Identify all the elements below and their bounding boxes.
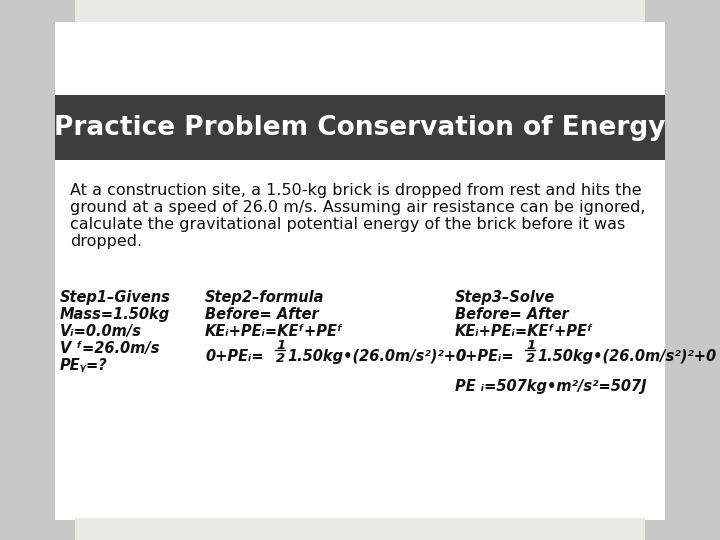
Text: V ᶠ=26.0m/s: V ᶠ=26.0m/s: [60, 341, 160, 356]
Text: calculate the gravitational potential energy of the brick before it was: calculate the gravitational potential en…: [70, 217, 625, 232]
Text: PEᵧ=?: PEᵧ=?: [60, 358, 108, 373]
Text: Step2–formula: Step2–formula: [205, 290, 325, 305]
Text: 2: 2: [526, 352, 535, 365]
Text: PE ᵢ=507kg•m²/s²=507J: PE ᵢ=507kg•m²/s²=507J: [455, 379, 647, 394]
Text: Before= After: Before= After: [205, 307, 319, 322]
Text: ground at a speed of 26.0 m/s. Assuming air resistance can be ignored,: ground at a speed of 26.0 m/s. Assuming …: [70, 200, 646, 215]
Text: 0+PEᵢ=: 0+PEᵢ=: [455, 349, 513, 364]
Text: At a construction site, a 1.50-kg brick is dropped from rest and hits the: At a construction site, a 1.50-kg brick …: [70, 183, 642, 198]
Text: Before= After: Before= After: [455, 307, 569, 322]
Text: 2: 2: [276, 352, 285, 365]
Text: 1: 1: [276, 339, 285, 352]
Text: Practice Problem Conservation of Energy: Practice Problem Conservation of Energy: [54, 115, 666, 141]
Bar: [75, 518, 645, 540]
Text: 0+PEᵢ=: 0+PEᵢ=: [205, 349, 264, 364]
Text: Step1–Givens: Step1–Givens: [60, 290, 171, 305]
Text: Mass=1.50kg: Mass=1.50kg: [60, 307, 170, 322]
Text: dropped.: dropped.: [70, 234, 142, 249]
Text: Vᵢ=0.0m/s: Vᵢ=0.0m/s: [60, 324, 142, 339]
Text: KEᵢ+PEᵢ=KEᶠ+PEᶠ: KEᵢ+PEᵢ=KEᶠ+PEᶠ: [455, 324, 593, 339]
Bar: [55, 22, 665, 520]
Text: 1: 1: [526, 339, 535, 352]
Bar: [55, 95, 665, 160]
Text: Step3–Solve: Step3–Solve: [455, 290, 555, 305]
Text: KEᵢ+PEᵢ=KEᶠ+PEᶠ: KEᵢ+PEᵢ=KEᶠ+PEᶠ: [205, 324, 343, 339]
Bar: [75, 0, 645, 22]
Text: 1.50kg•(26.0m/s²)²+0: 1.50kg•(26.0m/s²)²+0: [287, 349, 466, 364]
Text: 1.50kg•(26.0m/s²)²+0: 1.50kg•(26.0m/s²)²+0: [537, 349, 716, 364]
